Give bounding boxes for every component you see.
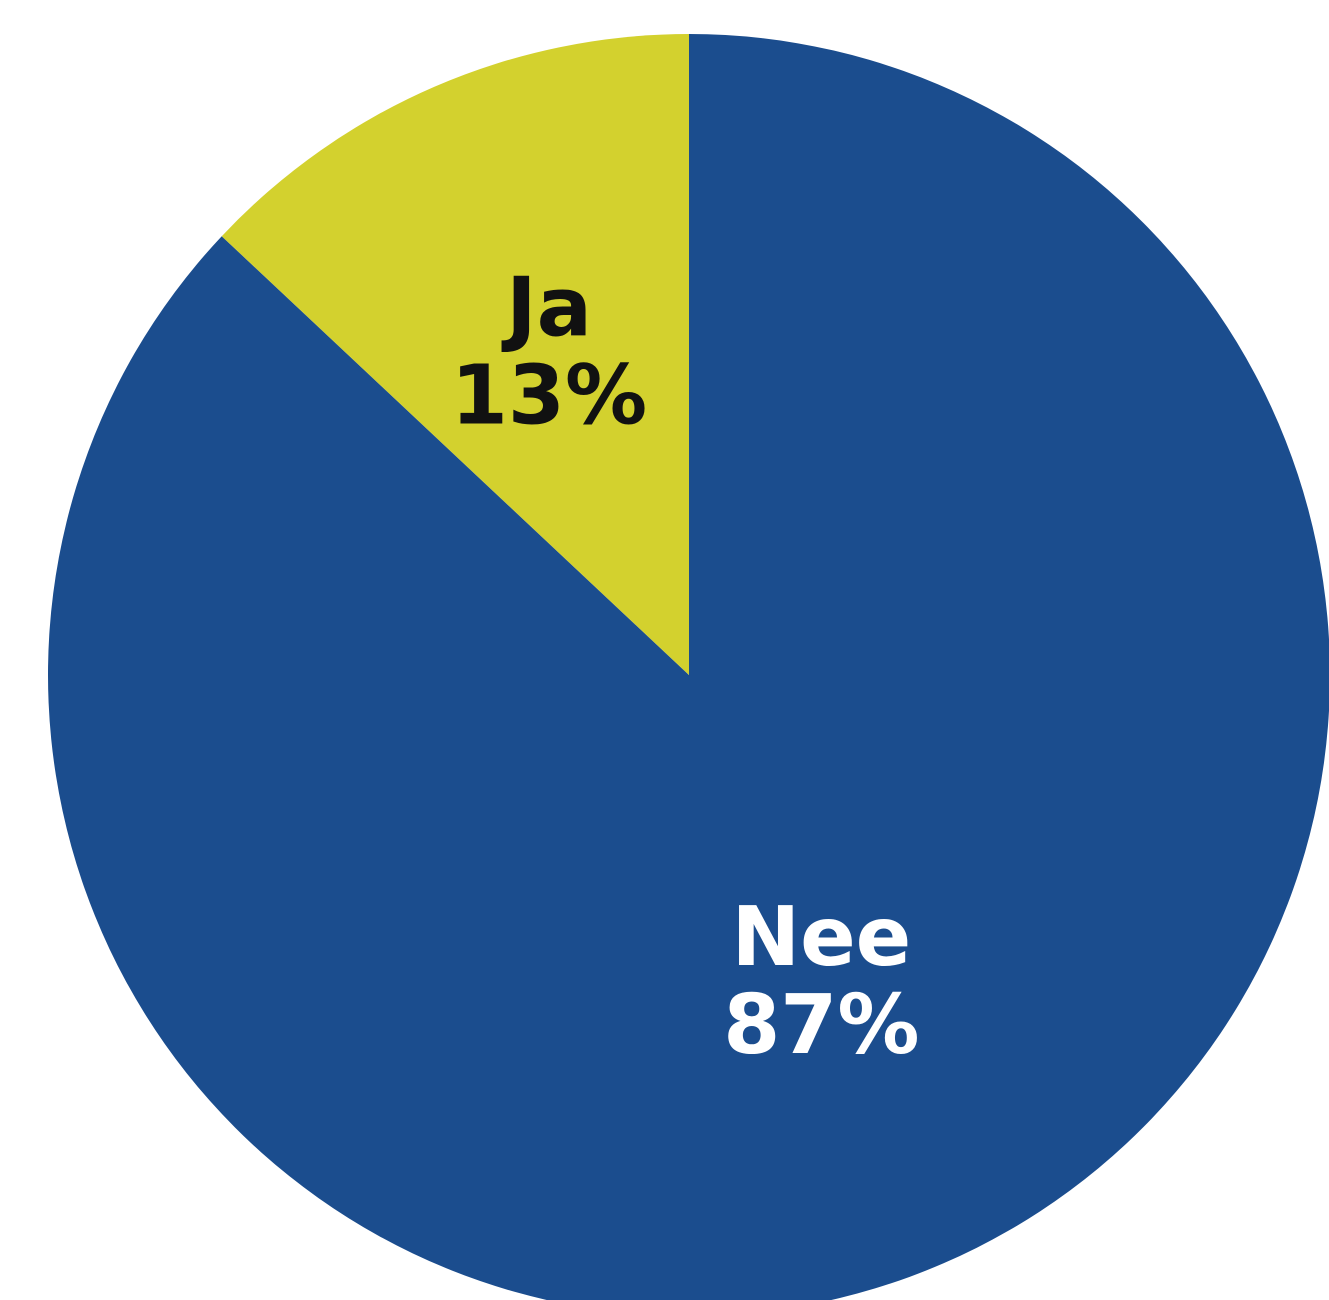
slice-value-ja: 13% <box>451 348 647 443</box>
slice-label-nee: Nee <box>731 890 911 985</box>
pie-slice-ja <box>221 34 689 675</box>
pie-slices <box>48 34 1329 1300</box>
slice-label-ja: Ja <box>501 260 592 355</box>
slice-value-nee: 87% <box>723 978 919 1073</box>
pie-slice-nee <box>48 34 1329 1300</box>
